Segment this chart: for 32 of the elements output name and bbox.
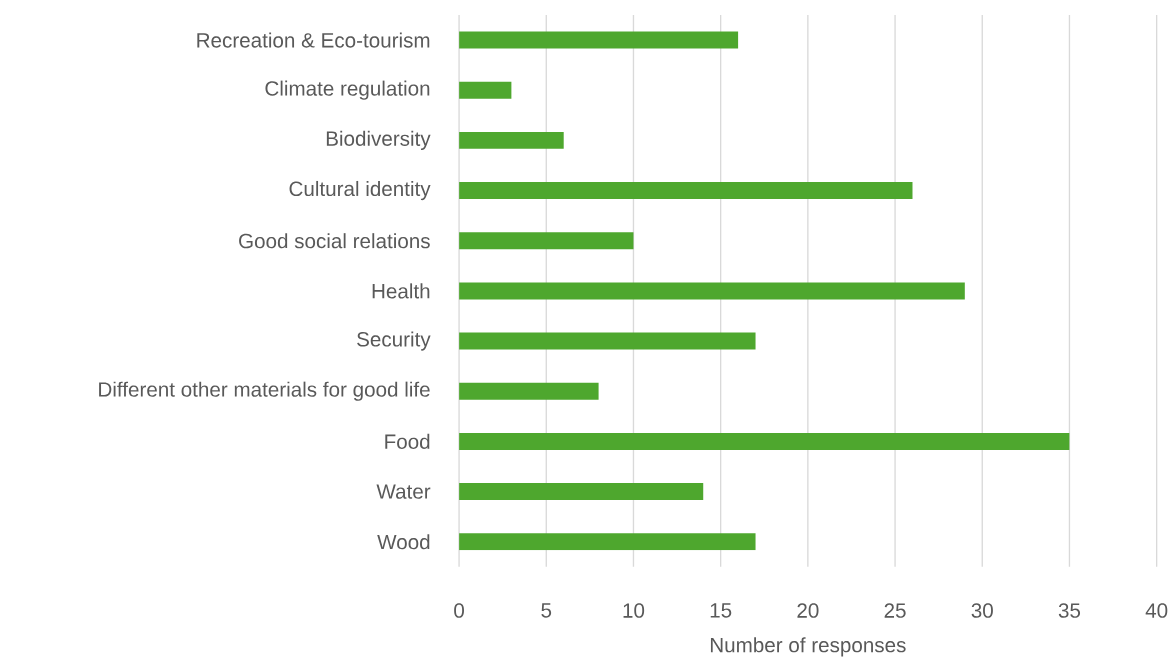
y-tick-label: Biodiversity: [326, 130, 431, 150]
y-tick-label: Security: [357, 331, 431, 351]
bar: [459, 382, 599, 400]
y-tick-label: Cultural identity: [289, 180, 431, 201]
bar: [459, 432, 1070, 450]
x-tick-label: 10: [623, 603, 645, 618]
bar: [459, 81, 512, 99]
x-tick-label: 35: [1058, 603, 1081, 618]
x-tick-label: 30: [971, 603, 993, 618]
bar: [459, 482, 704, 500]
y-tick-label: Different other materials for good life: [99, 381, 430, 401]
bar: [459, 282, 965, 300]
bar: [459, 181, 913, 199]
x-tick-label: 15: [710, 603, 732, 618]
bar: [459, 31, 739, 49]
x-tick-label: 25: [884, 603, 906, 618]
bar: [459, 131, 564, 149]
bar: [459, 533, 756, 551]
x-tick-label: 20: [797, 603, 819, 618]
y-tick-label: Food: [385, 433, 430, 449]
y-tick-label: Recreation & Eco-tourism: [197, 32, 430, 48]
y-tick-label: Climate regulation: [265, 80, 430, 100]
y-tick-label: Wood: [377, 534, 430, 550]
bar: [459, 232, 634, 250]
y-tick-label: Water: [376, 484, 431, 499]
x-tick-label: 0: [454, 603, 464, 618]
y-tick-label: Good social relations: [239, 233, 430, 249]
x-tick-label: 40: [1145, 603, 1168, 618]
x-tick-label: 5: [541, 603, 552, 618]
bar: [459, 332, 756, 350]
x-axis-title: Number of responses: [710, 637, 906, 657]
y-tick-label: Health: [372, 283, 430, 299]
